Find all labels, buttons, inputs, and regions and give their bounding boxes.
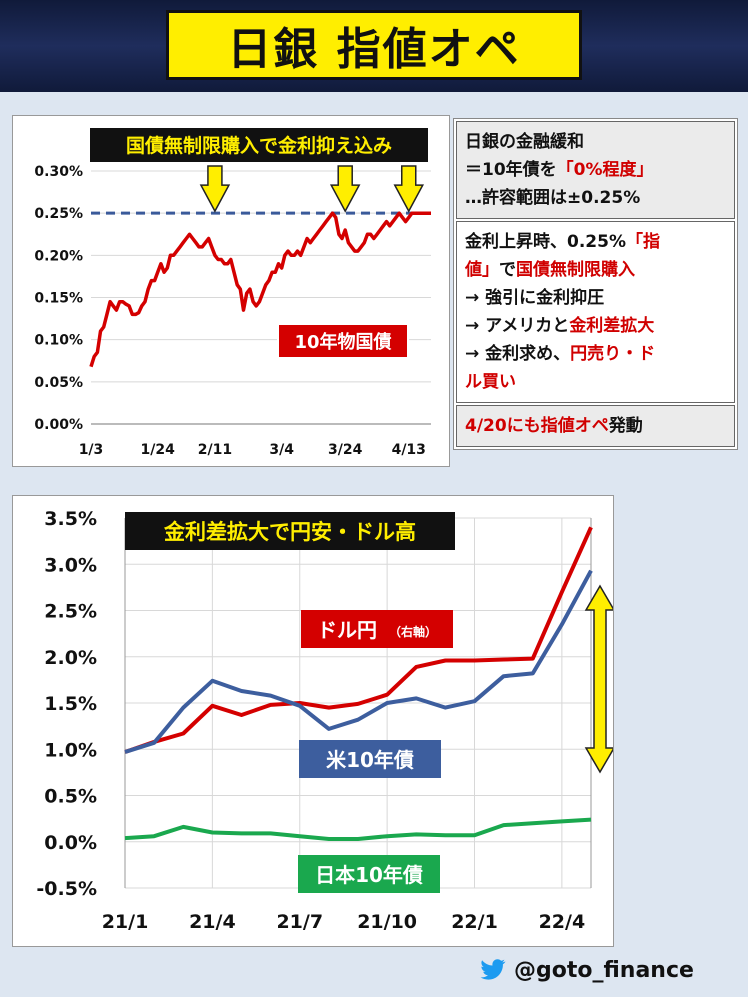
jp-10y-line (124, 817, 592, 841)
info-line: → 強引に金利抑圧 (465, 284, 726, 312)
x-tick-label: 21/4 (189, 911, 236, 933)
y-tick-label: 0.00% (34, 417, 83, 433)
y-tick-label: 0.30% (34, 164, 83, 180)
x-tick-label: 4/13 (392, 442, 426, 458)
y-left-tick-label: 1.0% (44, 739, 97, 761)
x-tick-label: 3/4 (269, 442, 294, 458)
info-highlight-text: ル買い (465, 372, 516, 392)
info-highlight-text: 円売り・ド (570, 344, 656, 364)
x-tick-label: 21/7 (276, 911, 323, 933)
x-tick-label: 2/11 (198, 442, 232, 458)
x-tick-label: 21/10 (357, 911, 417, 933)
y-tick-label: 0.20% (34, 248, 83, 264)
info-text: ＝10年債を (465, 160, 557, 180)
y-tick-label: 0.15% (34, 291, 83, 307)
credit-handle: @goto_finance (514, 957, 694, 983)
info-text: 発動 (608, 416, 643, 436)
y-left-tick-label: 3.0% (44, 554, 97, 576)
info-line: ＝10年債を「0%程度」 (465, 156, 726, 184)
x-tick-label: 1/24 (141, 442, 176, 458)
usdjpy-label: ドル円 (317, 618, 377, 642)
y-left-tick-label: 2.5% (44, 601, 97, 623)
info-highlight-text: 値」 (465, 260, 499, 280)
down-arrow-icon (199, 165, 231, 213)
info-text: → 金利求め、 (465, 344, 571, 364)
page-title: 日銀 指値オペ (166, 10, 582, 80)
info-highlight-text: 国債無制限購入 (516, 260, 635, 280)
y-left-tick-label: 3.5% (44, 508, 97, 530)
jgb-chart-panel: 0.00% 0.05% 0.10% 0.15% 0.20% 0.25% 0.30% 1/3 1/… (12, 115, 450, 467)
info-section-policy: 日銀の金融緩和 ＝10年債を「0%程度」 …許容範囲は±0.25% (456, 121, 735, 219)
x-tick-label: 21/1 (102, 911, 149, 933)
x-tick-label: 22/1 (451, 911, 498, 933)
info-text: → アメリカと (465, 316, 570, 336)
jgb-label-box (277, 323, 409, 359)
usdjpy-label-sub: （右軸） (389, 624, 437, 639)
info-line: → 金利求め、円売り・ド (465, 340, 726, 368)
fx-banner-text: 金利差拡大で円安・ドル高 (163, 520, 416, 544)
y-left-tick-label: 2.0% (44, 647, 97, 669)
info-line: 日銀の金融緩和 (465, 128, 726, 156)
us10y-label: 米10年債 (326, 748, 414, 772)
info-line: → アメリカと金利差拡大 (465, 312, 726, 340)
us-10y-line (124, 569, 593, 754)
info-highlight-text: 4/20にも指値オペ (465, 416, 609, 436)
info-line: 値」で国債無制限購入 (465, 256, 726, 284)
info-section-mechanism: 金利上昇時、0.25%「指 値」で国債無制限購入 → 強引に金利抑圧 → アメリカと金… (456, 221, 735, 403)
jp10y-label: 日本10年債 (315, 863, 423, 887)
us10y-label-box (299, 740, 441, 778)
yield-fx-chart-panel: -0.5%0.0%0.5%1.0%1.5%2.0%2.5%3.0%3.5%909… (12, 495, 661, 947)
jgb-chart: 0.00% 0.05% 0.10% 0.15% 0.20% 0.25% 0.30% 1/3 1/… (34, 128, 431, 458)
yield-fx-chart: -0.5%0.0%0.5%1.0%1.5%2.0%2.5%3.0%3.5%909… (36, 508, 660, 933)
info-line: 4/20にも指値オペ発動 (465, 412, 726, 440)
info-highlight-text: 金利差拡大 (569, 316, 655, 336)
y-tick-label: 0.25% (34, 206, 83, 222)
jgb-series-label: 10年物国債 (294, 331, 391, 353)
down-arrow-icon (329, 165, 361, 213)
info-text: 日銀の金融緩和 (465, 132, 584, 152)
info-line: ル買い (465, 368, 726, 396)
y-left-tick-label: 0.5% (44, 786, 97, 808)
down-arrow-icon (393, 165, 425, 213)
info-highlight-text: 「0%程度」 (556, 160, 654, 180)
y-left-tick-label: 0.0% (44, 832, 97, 854)
usdjpy-line (124, 526, 593, 754)
jgb-banner-text: 国債無制限購入で金利抑え込み (126, 134, 392, 157)
jgb-10y-line (89, 211, 431, 368)
fx-banner-bg (125, 512, 455, 550)
header-bar: 日銀 指値オペ (0, 0, 748, 92)
double-arrow-icon (584, 584, 616, 774)
info-text: …許容範囲は±0.25% (465, 188, 641, 208)
y-left-tick-label: -0.5% (36, 878, 97, 900)
y-left-tick-label: 1.5% (44, 693, 97, 715)
x-tick-label: 22/4 (539, 911, 586, 933)
info-highlight-text: 「指 (625, 232, 660, 252)
y-tick-label: 0.10% (34, 333, 83, 349)
info-text: で (499, 260, 516, 280)
info-line: …許容範囲は±0.25% (465, 184, 726, 212)
jgb-banner-bg (90, 128, 428, 162)
credit: @goto_finance (480, 950, 694, 990)
x-tick-label: 3/24 (328, 442, 363, 458)
y-tick-label: 0.05% (34, 375, 83, 391)
info-text: 金利上昇時、0.25% (465, 232, 626, 252)
info-line: 金利上昇時、0.25%「指 (465, 228, 726, 256)
twitter-bird-icon (480, 959, 506, 980)
jp10y-label-box (298, 855, 440, 893)
usdjpy-label-box (301, 610, 453, 648)
info-box: 日銀の金融緩和 ＝10年債を「0%程度」 …許容範囲は±0.25% 金利上昇時、0.… (453, 118, 738, 450)
x-tick-label: 1/3 (79, 442, 104, 458)
info-section-note: 4/20にも指値オペ発動 (456, 405, 735, 447)
info-text: → 強引に金利抑圧 (465, 288, 605, 308)
